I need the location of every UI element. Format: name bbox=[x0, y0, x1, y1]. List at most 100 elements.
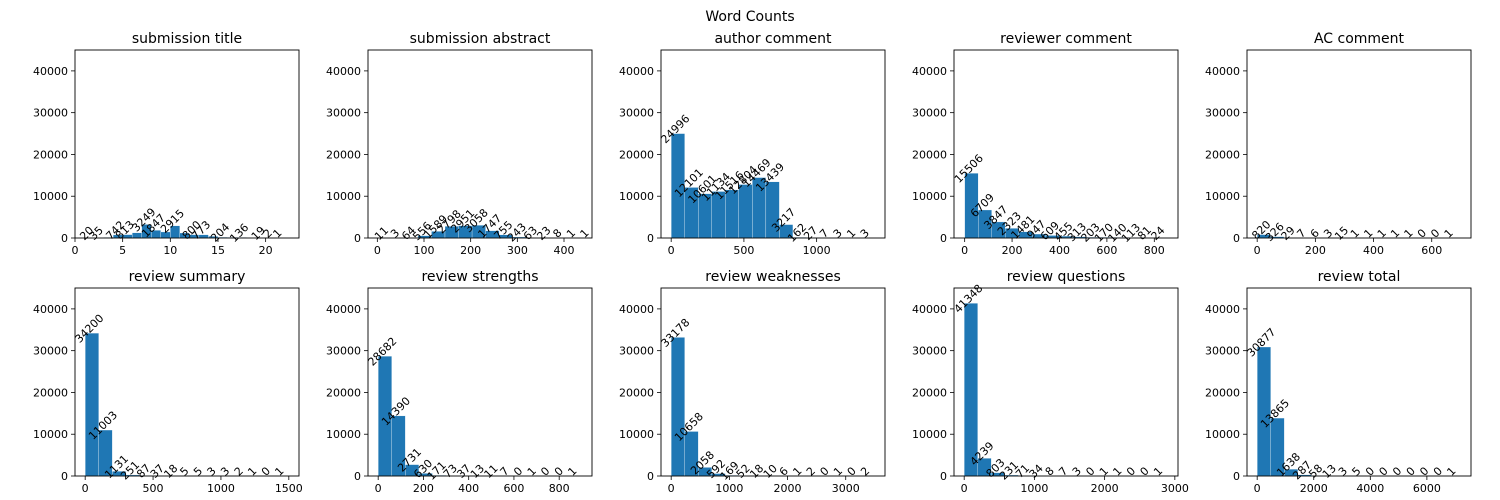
x-tick-label: 400 bbox=[554, 244, 575, 257]
bar-value-label: 15 bbox=[1332, 224, 1351, 243]
y-tick-label: 30000 bbox=[619, 345, 654, 358]
bar-value-label: 0 bbox=[1417, 464, 1431, 478]
axes-frame bbox=[1246, 49, 1472, 239]
x-tick-label: 15 bbox=[211, 244, 225, 257]
bar-value-label: 1 bbox=[1444, 464, 1458, 478]
bar-value-label: 34 bbox=[1027, 462, 1046, 481]
bar-value-label: 0 bbox=[538, 464, 552, 478]
bar-value-label: 11 bbox=[482, 462, 501, 481]
x-tick-label: 6000 bbox=[1413, 482, 1441, 495]
y-tick-label: 30000 bbox=[1205, 345, 1240, 358]
axes-frame bbox=[1246, 287, 1472, 477]
bar-value-label: 136 bbox=[227, 221, 251, 245]
y-tick-label: 10000 bbox=[619, 428, 654, 441]
x-tick-label: 0 bbox=[668, 244, 675, 257]
x-tick-label: 400 bbox=[1363, 244, 1384, 257]
bar-value-label: 0 bbox=[1404, 464, 1418, 478]
histogram-bar bbox=[738, 184, 753, 239]
figure-title: Word Counts bbox=[705, 9, 794, 25]
y-tick-label: 40000 bbox=[326, 303, 361, 316]
y-tick-label: 40000 bbox=[619, 303, 654, 316]
x-tick-label: 0 bbox=[961, 244, 968, 257]
bar-value-label: 0 bbox=[1415, 226, 1429, 240]
y-tick-label: 10000 bbox=[33, 428, 68, 441]
y-tick-label: 20000 bbox=[33, 386, 68, 399]
x-tick-label: 500 bbox=[143, 482, 164, 495]
x-tick-label: 5 bbox=[119, 244, 126, 257]
bar-value-label: 10 bbox=[761, 462, 780, 481]
y-tick-label: 10000 bbox=[326, 428, 361, 441]
bar-value-label: 1 bbox=[578, 226, 592, 240]
x-tick-label: 20 bbox=[259, 244, 273, 257]
panel-title: review strengths bbox=[421, 269, 538, 285]
x-tick-label: 300 bbox=[507, 244, 528, 257]
bar-value-label: 1 bbox=[1402, 226, 1416, 240]
y-tick-label: 0 bbox=[354, 232, 361, 245]
x-tick-label: 3000 bbox=[832, 482, 860, 495]
y-tick-label: 30000 bbox=[326, 345, 361, 358]
y-tick-label: 0 bbox=[1233, 232, 1240, 245]
bar-value-label: 23 bbox=[534, 224, 553, 243]
histogram-panel: reviewer comment155066709384723231481947… bbox=[912, 31, 1179, 257]
panel-title: review total bbox=[1318, 269, 1401, 285]
y-tick-label: 20000 bbox=[326, 386, 361, 399]
bar-value-label: 3 bbox=[858, 226, 872, 240]
y-tick-label: 20000 bbox=[619, 148, 654, 161]
bar-value-label: 1 bbox=[1388, 226, 1402, 240]
bar-value-label: 0 bbox=[1428, 226, 1442, 240]
x-tick-label: 0 bbox=[82, 482, 89, 495]
axes-frame bbox=[953, 287, 1179, 477]
x-tick-label: 600 bbox=[1421, 244, 1442, 257]
y-tick-label: 40000 bbox=[1205, 65, 1240, 78]
axes-frame bbox=[367, 49, 593, 239]
histogram-panel: review weaknesses33178106582058592169521… bbox=[619, 269, 886, 495]
axes-frame bbox=[660, 49, 886, 239]
y-tick-label: 40000 bbox=[33, 65, 68, 78]
x-tick-label: 0 bbox=[375, 482, 382, 495]
bar-value-label: 1 bbox=[270, 226, 284, 240]
bar-value-label: 0 bbox=[259, 464, 273, 478]
x-tick-label: 600 bbox=[1096, 244, 1117, 257]
x-tick-label: 800 bbox=[549, 482, 570, 495]
panel-title: review weaknesses bbox=[705, 269, 840, 285]
y-tick-label: 10000 bbox=[1205, 428, 1240, 441]
bar-value-label: 2 bbox=[858, 464, 872, 478]
bar-value-label: 1 bbox=[525, 464, 539, 478]
bar-value-label: 2 bbox=[804, 464, 818, 478]
y-tick-label: 0 bbox=[940, 470, 947, 483]
panel-title: submission abstract bbox=[410, 31, 551, 47]
axes-frame bbox=[74, 287, 300, 477]
y-tick-label: 10000 bbox=[912, 428, 947, 441]
bar-value-label: 0 bbox=[511, 464, 525, 478]
y-tick-label: 10000 bbox=[619, 190, 654, 203]
bar-value-label: 3 bbox=[218, 464, 232, 478]
bar-value-label: 24 bbox=[1149, 224, 1168, 243]
x-tick-label: 200 bbox=[413, 482, 434, 495]
panel-title: review summary bbox=[129, 269, 246, 285]
x-tick-label: 0 bbox=[1254, 244, 1261, 257]
bar-value-label: 18 bbox=[161, 462, 180, 481]
x-tick-label: 1500 bbox=[275, 482, 303, 495]
x-tick-label: 800 bbox=[1144, 244, 1165, 257]
axes-frame bbox=[660, 287, 886, 477]
histogram-bar bbox=[85, 332, 99, 477]
axes-frame bbox=[953, 49, 1179, 239]
bar-value-label: 0 bbox=[818, 464, 832, 478]
y-tick-label: 30000 bbox=[912, 345, 947, 358]
x-tick-label: 100 bbox=[414, 244, 435, 257]
histogram-bar bbox=[671, 337, 685, 477]
y-tick-label: 10000 bbox=[912, 190, 947, 203]
x-tick-label: 10 bbox=[163, 244, 177, 257]
y-tick-label: 20000 bbox=[1205, 386, 1240, 399]
x-tick-label: 0 bbox=[961, 482, 968, 495]
x-tick-label: 400 bbox=[458, 482, 479, 495]
y-tick-label: 20000 bbox=[912, 148, 947, 161]
bar-value-label: 1 bbox=[564, 226, 578, 240]
x-tick-label: 1000 bbox=[207, 482, 235, 495]
x-tick-label: 200 bbox=[1002, 244, 1023, 257]
y-tick-label: 20000 bbox=[619, 386, 654, 399]
bar-value-label: 1 bbox=[1442, 226, 1456, 240]
y-tick-label: 30000 bbox=[912, 107, 947, 120]
